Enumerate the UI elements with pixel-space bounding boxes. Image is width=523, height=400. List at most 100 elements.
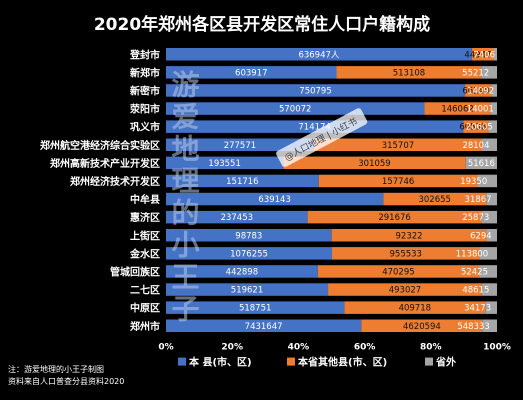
data-label: 513108 bbox=[393, 68, 425, 78]
legend-label-other-province-county: 本省其他县(市、区) bbox=[298, 356, 387, 369]
category-label: 金水区 bbox=[129, 247, 160, 260]
bar-other-province-county bbox=[313, 138, 483, 151]
data-label: 146062 bbox=[441, 105, 473, 115]
legend-swatch-outside-province bbox=[425, 357, 433, 366]
data-label: 98783 bbox=[235, 231, 262, 241]
bar-local bbox=[166, 84, 466, 97]
data-label: 52425 bbox=[461, 267, 488, 277]
note-source: 资料来自人口普查分县资料2020 bbox=[8, 376, 124, 386]
category-label: 登封市 bbox=[129, 48, 160, 61]
data-label: 315707 bbox=[382, 141, 414, 151]
chart-title: 2020年郑州各区县开发区常住人口户籍构成 bbox=[94, 14, 430, 35]
x-tick-label: 40% bbox=[288, 343, 310, 353]
bar-outside-province bbox=[481, 283, 497, 296]
legend-label-local: 本 县(市、区) bbox=[189, 356, 252, 369]
legend-swatch-other-province-county bbox=[287, 357, 295, 366]
bar-other-province-county bbox=[361, 319, 483, 332]
category-label: 中牟县 bbox=[130, 193, 160, 206]
data-label: 570072 bbox=[279, 105, 311, 115]
bar-outside-province bbox=[465, 156, 497, 170]
data-label: 20605 bbox=[466, 123, 493, 133]
category-label: 上街区 bbox=[130, 229, 160, 242]
category-label: 郑州经济技术开发区 bbox=[70, 175, 160, 188]
bar-outside-province bbox=[485, 301, 497, 314]
category-label: 中原区 bbox=[130, 302, 160, 315]
data-label: 193551 bbox=[208, 159, 240, 169]
bar-other-province-county bbox=[424, 102, 491, 115]
bar-other-province-county bbox=[383, 192, 487, 206]
data-label: 66149 bbox=[462, 86, 489, 96]
bar-outside-province bbox=[479, 265, 497, 278]
bar-outside-province bbox=[488, 120, 497, 133]
bar-outside-province bbox=[479, 247, 497, 260]
bar-outside-province bbox=[482, 319, 497, 332]
category-labels: 登封市新郑市新密市荥阳市巩义市郑州航空港经济综合实验区郑州高新技术产业开发区郑州… bbox=[40, 48, 160, 333]
bar-local bbox=[166, 156, 284, 170]
data-label: 955533 bbox=[390, 249, 422, 259]
bar-outside-province bbox=[481, 210, 497, 224]
bar-local bbox=[166, 265, 318, 278]
data-label: 92322 bbox=[396, 231, 423, 241]
data-label: 14001 bbox=[467, 105, 494, 115]
category-label: 新郑市 bbox=[130, 66, 160, 79]
bar-local bbox=[166, 138, 314, 151]
bar-other-province-county bbox=[328, 283, 482, 296]
bar-outside-province bbox=[493, 48, 497, 61]
bar-other-province-county bbox=[471, 48, 494, 61]
data-label: 409718 bbox=[399, 304, 431, 314]
category-label: 巩义市 bbox=[130, 121, 160, 134]
data-label: 470295 bbox=[382, 267, 414, 277]
bar-outside-province bbox=[486, 229, 497, 242]
bar-outside-province bbox=[482, 138, 497, 151]
category-label: 荥阳市 bbox=[130, 103, 160, 116]
data-label: 55212 bbox=[462, 68, 489, 78]
bar-local bbox=[166, 174, 319, 188]
data-label: 25873 bbox=[462, 213, 489, 223]
data-label: 7406 bbox=[473, 50, 495, 60]
data-label: 7431647 bbox=[245, 322, 283, 332]
data-label: 301059 bbox=[358, 159, 390, 169]
data-label: 750795 bbox=[299, 86, 331, 96]
data-label: 151716 bbox=[226, 177, 258, 187]
data-label: 14092 bbox=[467, 86, 494, 96]
data-label: 51616 bbox=[468, 159, 495, 169]
data-label: 493027 bbox=[389, 286, 421, 296]
data-label: 44947 bbox=[464, 50, 491, 60]
bar-other-province-county bbox=[332, 247, 480, 260]
data-label: 113800 bbox=[456, 249, 488, 259]
category-label: 郑州市 bbox=[130, 320, 160, 333]
data-label: 442898 bbox=[226, 267, 258, 277]
bar-other-province-county bbox=[307, 210, 482, 224]
bar-outside-province bbox=[486, 192, 497, 206]
bar-other-province-county bbox=[318, 174, 478, 188]
data-label: 157746 bbox=[382, 177, 414, 187]
bar-local bbox=[166, 301, 345, 314]
bar-local bbox=[166, 66, 337, 79]
category-label: 管城回族区 bbox=[110, 265, 160, 278]
bar-other-province-county bbox=[336, 66, 482, 79]
bar-local bbox=[166, 48, 472, 61]
legend-label-outside-province: 省外 bbox=[435, 356, 456, 369]
data-label: 603917 bbox=[235, 68, 267, 78]
data-label: 48615 bbox=[462, 286, 489, 296]
data-label: 518751 bbox=[239, 304, 271, 314]
data-label: 639143 bbox=[258, 195, 290, 205]
data-label: 714174 bbox=[298, 123, 330, 133]
x-tick-label: 80% bbox=[420, 343, 442, 353]
bar-outside-province bbox=[477, 174, 497, 188]
bar-local bbox=[166, 210, 308, 224]
data-label: 548333 bbox=[457, 322, 489, 332]
category-label: 新密市 bbox=[130, 84, 160, 97]
category-label: 郑州航空港经济综合实验区 bbox=[40, 139, 160, 152]
data-label: 60538 bbox=[459, 123, 486, 133]
bar-other-province-county bbox=[344, 301, 486, 314]
category-label: 二七区 bbox=[130, 284, 160, 297]
bar-other-province-county bbox=[283, 156, 466, 170]
data-label: 237453 bbox=[221, 213, 253, 223]
data-label: 28104 bbox=[462, 141, 489, 151]
legend-swatch-local bbox=[178, 357, 186, 366]
x-tick-label: 100% bbox=[483, 343, 511, 353]
watermark-vertical: 游爱地理的小王子 bbox=[168, 70, 201, 326]
bar-outside-province bbox=[490, 102, 497, 115]
